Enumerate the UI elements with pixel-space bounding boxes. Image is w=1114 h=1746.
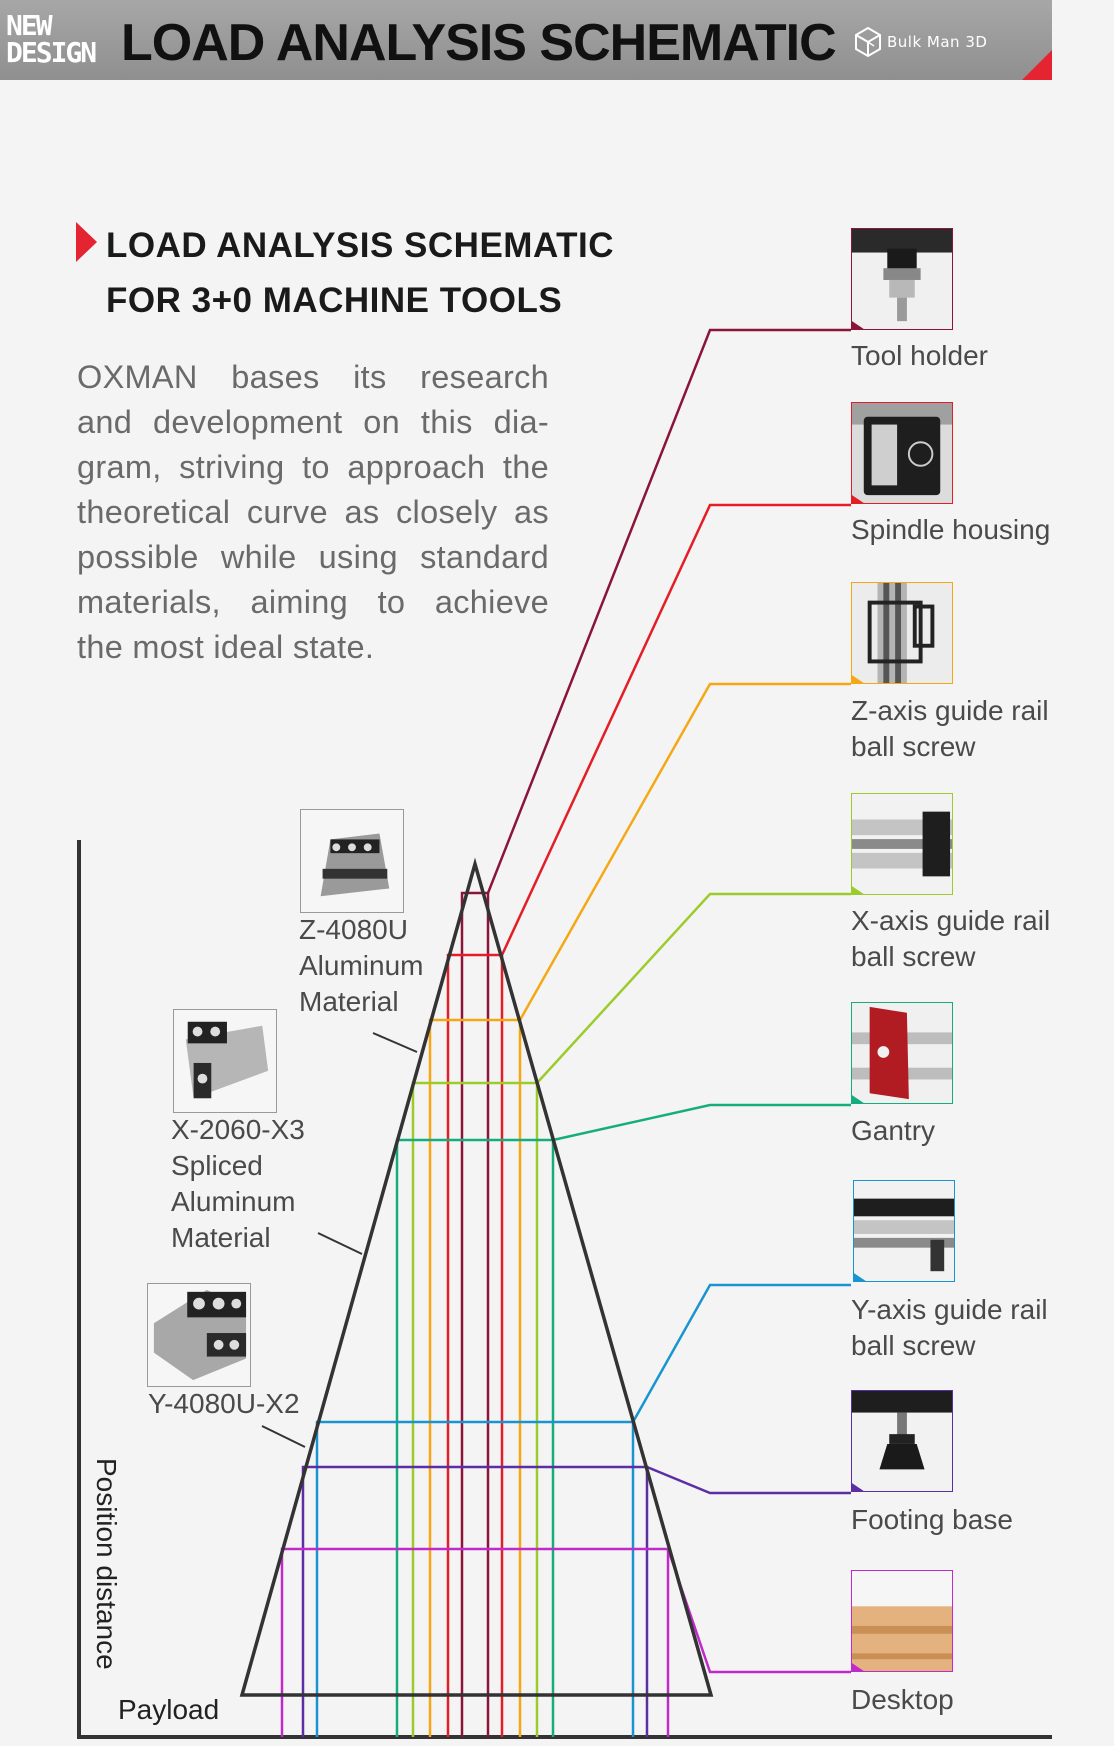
brand-logo: Bulk Man 3D — [851, 25, 987, 59]
header-banner: NEW DESIGN LOAD ANALYSIS SCHEMATIC Bulk … — [0, 0, 1052, 80]
x-axis-rail-icon — [851, 793, 953, 895]
component-label-z-axis: Z-axis guide rail ball screw — [851, 693, 1049, 765]
footing-base-icon — [851, 1390, 953, 1492]
component-leader-line — [536, 892, 851, 1084]
label-line: Aluminum — [171, 1186, 296, 1217]
spindle-housing-icon — [851, 402, 953, 504]
label-line: Gantry — [851, 1115, 936, 1146]
label-line: Spindle housing — [851, 514, 1051, 545]
component-label-spindle-housing: Spindle housing — [851, 512, 1050, 548]
load-band — [395, 1138, 555, 1737]
label-line: Footing base — [851, 1504, 1013, 1535]
label-line: Material — [299, 986, 399, 1017]
label-line: Desktop — [851, 1684, 954, 1715]
label-line: X-2060-X3 — [171, 1114, 305, 1145]
z-axis-rail-icon — [851, 582, 953, 684]
x-2060-profile-icon — [173, 1009, 277, 1113]
description-line: possible while using standard — [77, 539, 549, 575]
y-4080u-profile-icon — [147, 1283, 251, 1387]
bulkman-cube-icon — [855, 26, 881, 58]
component-label-x-axis: X-axis guide rail ball screw — [851, 903, 1050, 975]
label-line: ball screw — [851, 1330, 976, 1361]
badge-line-2: DESIGN — [6, 36, 97, 69]
x-axis-label: Payload — [118, 1694, 220, 1725]
component-leader-line — [518, 682, 851, 1021]
gantry-icon — [851, 1002, 953, 1104]
description-line: OXMAN bases its research — [77, 359, 549, 395]
load-bands — [280, 328, 851, 1737]
subhead-line-1: LOAD ANALYSIS SCHEMATIC — [106, 226, 615, 265]
material-label-x: X-2060-X3 Spliced Aluminum Material — [171, 1112, 305, 1256]
component-leader-line — [646, 1465, 851, 1495]
z-4080u-profile-icon — [300, 809, 404, 913]
label-line: Z-4080U — [299, 914, 408, 945]
description-line: and development on this dia- — [77, 404, 549, 440]
tool-holder-icon — [851, 228, 953, 330]
y-axis-rail-icon — [853, 1180, 955, 1282]
brand-name: Bulk Man 3D — [887, 33, 988, 51]
load-triangle — [239, 857, 714, 1697]
component-leader-line — [500, 503, 851, 956]
subhead-marker-icon — [76, 222, 97, 262]
load-band — [428, 1018, 522, 1737]
label-line: Material — [171, 1222, 271, 1253]
component-label-y-axis: Y-axis guide rail ball screw — [851, 1292, 1048, 1364]
description: OXMAN bases its research and development… — [77, 355, 549, 670]
desktop-icon — [851, 1570, 953, 1672]
material-label-z: Z-4080U Aluminum Material — [299, 912, 423, 1020]
description-line: theoretical curve as closely as — [77, 494, 549, 530]
material-leader-line — [261, 1425, 306, 1448]
description-line: the most ideal state. — [77, 629, 375, 665]
component-label-gantry: Gantry — [851, 1113, 935, 1149]
y-axis-label: Position distance — [91, 1458, 122, 1670]
subhead: LOAD ANALYSIS SCHEMATIC FOR 3+0 MACHINE … — [106, 218, 614, 328]
label-line: Z-axis guide rail — [851, 695, 1049, 726]
label-line: Tool holder — [851, 340, 988, 371]
label-line: ball screw — [851, 731, 976, 762]
component-leader-line — [631, 1283, 851, 1423]
material-label-y: Y-4080U-X2 — [148, 1386, 300, 1422]
component-leader-line — [552, 1103, 851, 1142]
label-line: X-axis guide rail — [851, 905, 1051, 936]
component-leader-line — [666, 1548, 851, 1674]
banner-corner-accent — [1022, 50, 1052, 80]
label-line: Y-axis guide rail — [851, 1294, 1048, 1325]
subhead-line-2: FOR 3+0 MACHINE TOOLS — [106, 281, 563, 320]
description-line: gram, striving to approach the — [77, 449, 549, 485]
label-line: ball screw — [851, 941, 976, 972]
load-band — [301, 1465, 649, 1737]
component-label-desktop: Desktop — [851, 1682, 954, 1718]
load-band — [411, 1081, 539, 1737]
load-band — [280, 1547, 670, 1737]
label-line: Aluminum — [299, 950, 424, 981]
banner-title: LOAD ANALYSIS SCHEMATIC — [121, 14, 837, 72]
material-leader-line — [372, 1032, 418, 1053]
new-design-badge: NEW DESIGN — [6, 9, 97, 69]
component-leader-line — [486, 328, 851, 894]
component-label-footing-base: Footing base — [851, 1502, 1013, 1538]
label-line: Y-4080U-X2 — [148, 1388, 300, 1419]
material-leader-line — [317, 1232, 363, 1255]
label-line: Spliced — [171, 1150, 263, 1181]
load-band — [460, 891, 490, 1737]
load-band — [315, 1420, 635, 1737]
badge-line-1: NEW — [6, 9, 53, 42]
description-line: materials, aiming to achieve — [77, 584, 549, 620]
load-band — [446, 953, 504, 1737]
component-label-tool-holder: Tool holder — [851, 338, 988, 374]
